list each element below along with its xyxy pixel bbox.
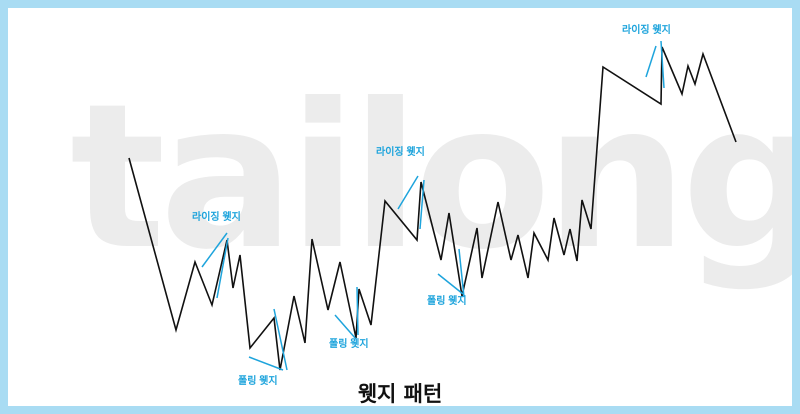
diagram-caption: 웻지 패턴 [357, 382, 443, 406]
falling-wedge-label-3: 폴링 웻지 [427, 296, 467, 307]
price-line [128, 46, 737, 371]
falling-wedge-1-lines [248, 308, 288, 371]
falling-wedge-label-2: 폴링 웻지 [329, 339, 369, 350]
falling-wedge-3-lines [437, 248, 465, 298]
rising-wedge-2-lines [397, 175, 425, 230]
rising-wedge-3-lines [645, 40, 665, 89]
rising-wedge-1-lines [201, 232, 229, 299]
rising-wedge-label-2: 라이징 웻지 [376, 147, 425, 158]
price-chart [128, 40, 737, 371]
rising-wedge-label-1: 라이징 웻지 [192, 212, 241, 223]
falling-wedge-2-lines [334, 286, 359, 340]
watermark: tailong [70, 61, 800, 294]
rising-wedge-label-3: 라이징 웻지 [622, 25, 671, 36]
falling-wedge-label-1: 폴링 웻지 [238, 376, 278, 387]
